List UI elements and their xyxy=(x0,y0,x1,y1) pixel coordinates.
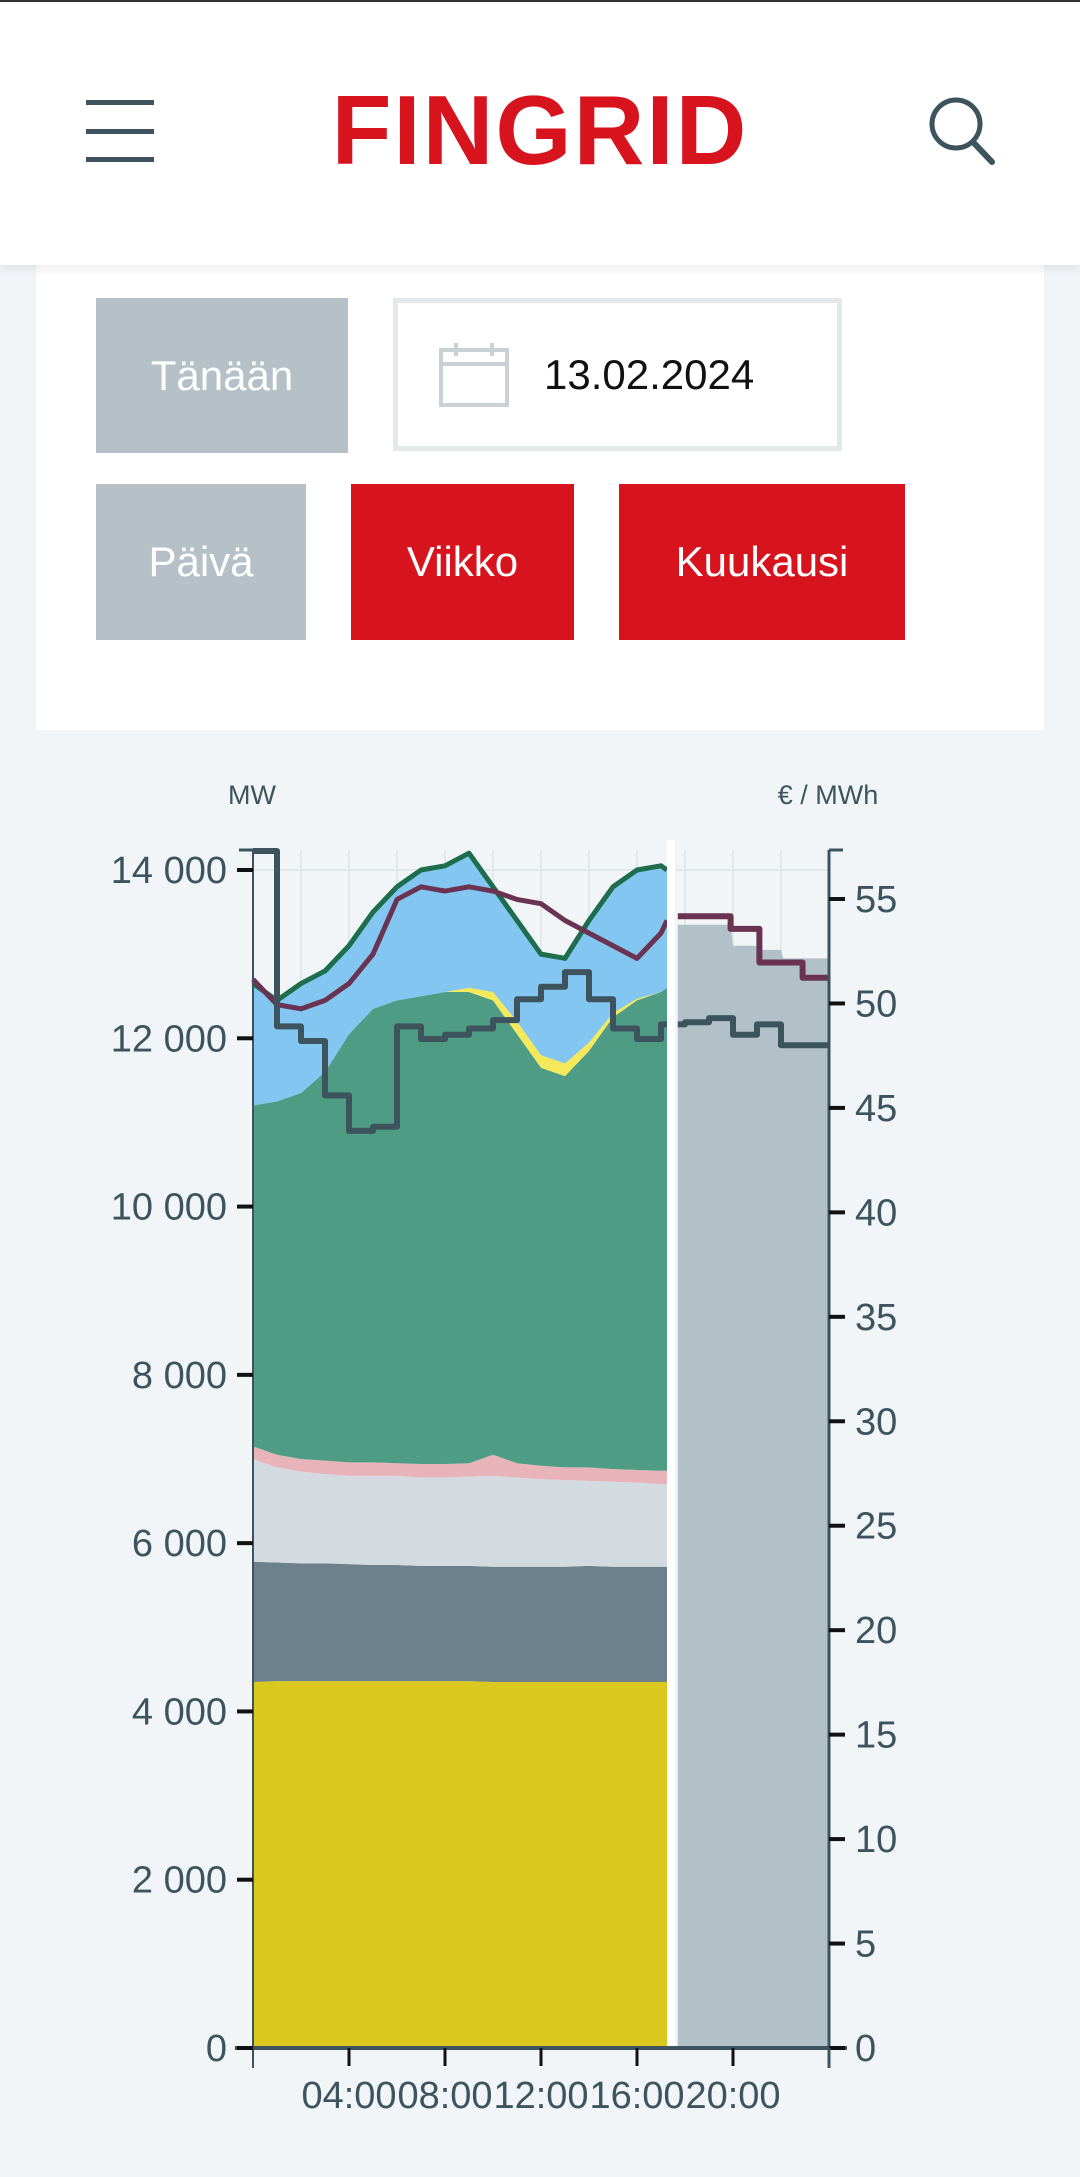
week-button[interactable]: Viikko xyxy=(351,484,574,640)
area-forecast xyxy=(677,924,829,2048)
production-line xyxy=(251,850,669,1003)
x-tick-label: 16:00 xyxy=(589,2075,684,2117)
date-picker[interactable]: 13.02.2024 xyxy=(393,298,842,451)
search-icon[interactable] xyxy=(926,94,996,166)
x-tick-label: 20:00 xyxy=(685,2075,780,2117)
consumption-forecast-line xyxy=(677,913,829,981)
y-tick-label: 12 000 xyxy=(111,1018,227,1060)
area-wind xyxy=(253,987,667,1471)
hamburger-icon[interactable] xyxy=(86,100,154,162)
y-tick-label: 6 000 xyxy=(132,1523,227,1565)
y2-tick-label: 45 xyxy=(855,1088,897,1130)
y2-tick-label: 40 xyxy=(855,1192,897,1234)
y-tick-label: 0 xyxy=(206,2028,227,2070)
right-axis-label: € / MWh xyxy=(778,780,879,810)
fingrid-logo[interactable]: FINGRID xyxy=(331,75,749,185)
y2-tick-label: 55 xyxy=(855,879,897,921)
left-axis-label: MW xyxy=(228,780,276,810)
price-line xyxy=(253,847,667,1134)
y2-tick-label: 0 xyxy=(855,2028,876,2070)
area-hydro xyxy=(253,1561,667,1682)
month-button[interactable]: Kuukausi xyxy=(619,484,905,640)
area-solar xyxy=(253,987,667,1106)
x-tick-label: 12:00 xyxy=(493,2075,588,2117)
y2-tick-label: 35 xyxy=(855,1297,897,1339)
area-other xyxy=(253,1459,667,1567)
y2-tick-label: 15 xyxy=(855,1715,897,1757)
calendar-icon xyxy=(439,342,509,407)
y2-tick-label: 5 xyxy=(855,1924,876,1966)
y2-tick-label: 50 xyxy=(855,983,897,1025)
area-pink xyxy=(253,1446,667,1485)
header: FINGRID xyxy=(0,0,1080,265)
area-import xyxy=(253,853,667,1106)
day-button[interactable]: Päivä xyxy=(96,484,306,640)
y-tick-label: 10 000 xyxy=(111,1187,227,1229)
y-tick-label: 8 000 xyxy=(132,1355,227,1397)
price-forecast-line xyxy=(677,1015,829,1049)
y-tick-label: 2 000 xyxy=(132,1860,227,1902)
y-tick-label: 4 000 xyxy=(132,1691,227,1733)
consumption-line xyxy=(251,884,670,1012)
y2-tick-label: 20 xyxy=(855,1610,897,1652)
x-tick-label: 04:00 xyxy=(301,2075,396,2117)
date-value: 13.02.2024 xyxy=(544,350,755,398)
y2-tick-label: 30 xyxy=(855,1401,897,1443)
today-button[interactable]: Tänään xyxy=(96,298,348,453)
y2-tick-label: 10 xyxy=(855,1819,897,1861)
y-tick-label: 14 000 xyxy=(111,850,227,892)
x-tick-label: 08:00 xyxy=(397,2075,492,2117)
y2-tick-label: 25 xyxy=(855,1506,897,1548)
area-nuclear xyxy=(253,1681,667,2048)
